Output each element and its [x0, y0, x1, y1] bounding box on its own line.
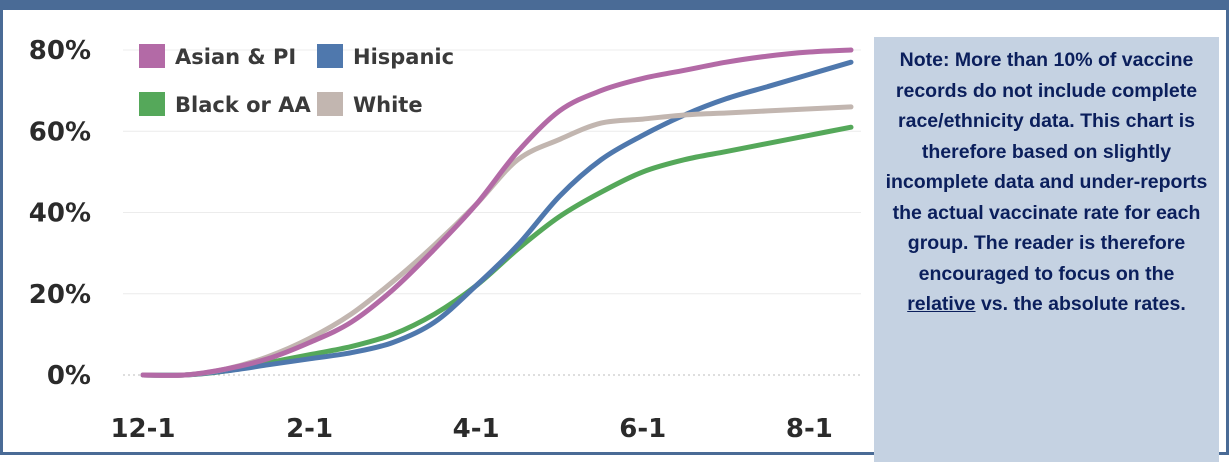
legend: Asian & PI Hispanic Black or AA White — [139, 44, 454, 117]
legend-label: Hispanic — [353, 45, 454, 69]
x-tick-label: 4-1 — [453, 414, 500, 444]
legend-swatch — [139, 92, 165, 116]
series-layer — [140, 47, 854, 378]
note-text: Note: More than 10% of vaccine records d… — [885, 49, 1208, 285]
y-tick-label: 80% — [29, 36, 91, 66]
series-line-hispanic — [140, 59, 854, 378]
series-line-asian-pi — [140, 47, 854, 378]
legend-swatch — [317, 92, 343, 116]
note-box: Note: More than 10% of vaccine records d… — [874, 37, 1219, 462]
note-text-end: vs. the absolute rates. — [975, 293, 1186, 315]
note-emphasis: relative — [907, 293, 976, 315]
legend-swatch — [317, 44, 343, 68]
legend-label: Asian & PI — [175, 45, 296, 69]
y-tick-label: 60% — [29, 117, 91, 147]
y-tick-label: 40% — [29, 199, 91, 229]
x-axis: 12-1 2-1 4-1 6-1 8-1 — [110, 414, 832, 444]
y-tick-label: 20% — [29, 280, 91, 310]
series-line-black-or-aa — [140, 124, 854, 378]
y-tick-label: 0% — [47, 361, 91, 391]
legend-swatch — [139, 44, 165, 68]
line-chart: 0% 20% 40% 60% 80% 12-1 2-1 4-1 6-1 8-1 Asian & … — [29, 36, 861, 444]
y-axis: 0% 20% 40% 60% 80% — [29, 36, 91, 391]
x-tick-label: 6-1 — [619, 414, 666, 444]
x-tick-label: 12-1 — [110, 414, 175, 444]
grid-layer — [123, 49, 861, 376]
legend-label: White — [353, 93, 423, 117]
x-tick-label: 2-1 — [286, 414, 333, 444]
x-tick-label: 8-1 — [786, 414, 833, 444]
legend-label: Black or AA — [175, 93, 311, 117]
